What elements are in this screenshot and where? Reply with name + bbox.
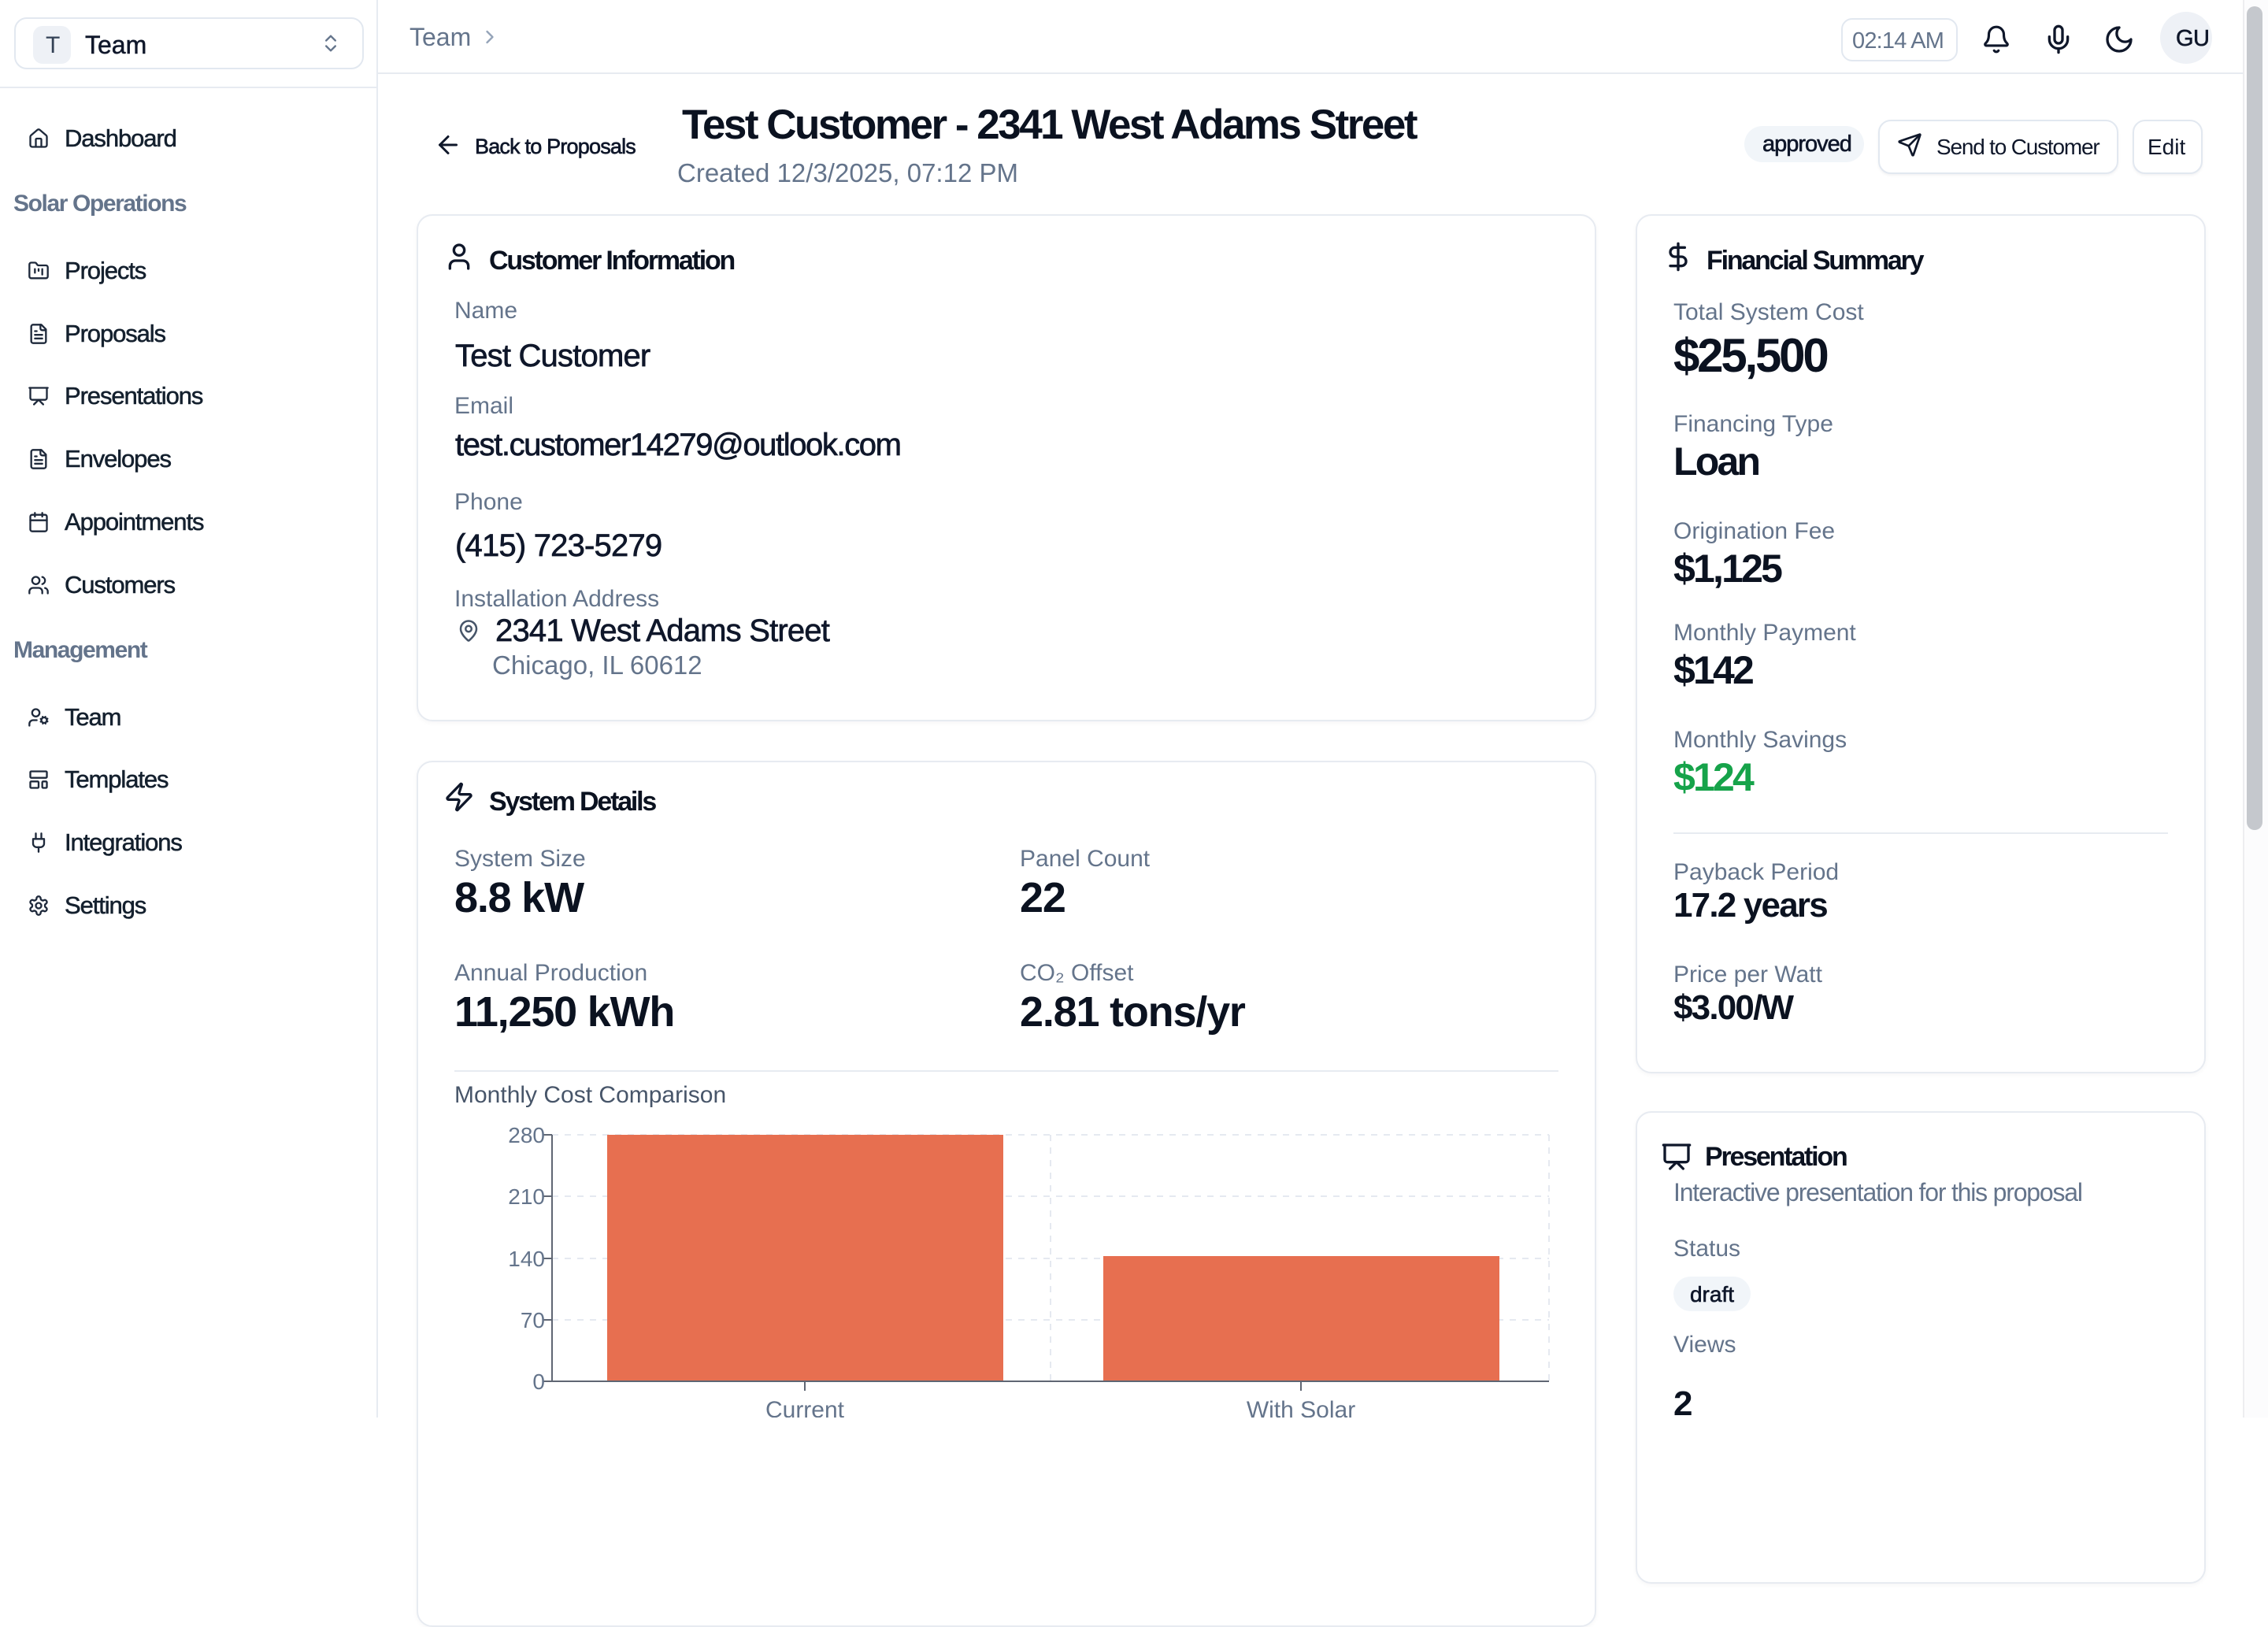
svg-text:210: 210: [508, 1184, 545, 1209]
svg-text:Current: Current: [765, 1397, 845, 1418]
svg-text:0: 0: [532, 1369, 545, 1394]
svg-text:140: 140: [508, 1247, 545, 1271]
svg-text:280: 280: [508, 1123, 545, 1147]
svg-text:With Solar: With Solar: [1247, 1397, 1355, 1418]
svg-text:70: 70: [521, 1308, 545, 1332]
